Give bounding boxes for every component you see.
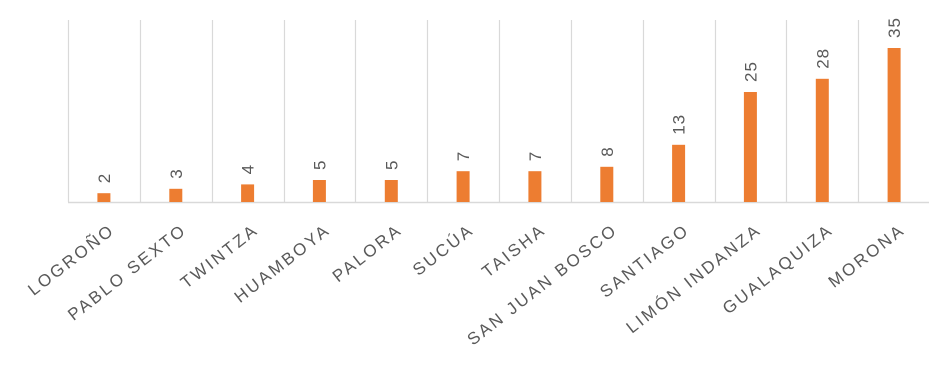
data-label-10: 28 xyxy=(813,48,832,69)
x-tick-label-5: SUCÚA xyxy=(409,220,477,279)
bar-2 xyxy=(241,184,255,202)
data-label-3: 5 xyxy=(310,160,329,170)
data-label-6: 7 xyxy=(526,151,545,161)
data-label-0: 2 xyxy=(95,173,114,183)
bar-0 xyxy=(97,193,111,202)
x-tick-label-6: TAISHA xyxy=(478,220,549,281)
bars xyxy=(97,48,901,202)
data-label-2: 4 xyxy=(239,164,258,174)
bar-6 xyxy=(528,171,542,202)
data-label-7: 8 xyxy=(598,146,617,156)
grid-lines xyxy=(67,20,929,204)
bar-1 xyxy=(169,188,183,202)
data-labels: 2 3 4 5 5 7 7 8 13 25 28 35 xyxy=(95,17,904,183)
x-tick-label-1: PABLO SEXTO xyxy=(64,220,190,324)
data-label-11: 35 xyxy=(885,17,904,38)
data-label-1: 3 xyxy=(167,168,186,178)
data-label-4: 5 xyxy=(382,160,401,170)
x-tick-label-11: MORONA xyxy=(825,220,909,291)
bar-5 xyxy=(456,171,470,202)
bar-7 xyxy=(600,166,614,202)
x-tick-label-4: PALORA xyxy=(329,220,406,286)
bar-11 xyxy=(887,48,901,202)
bar-8 xyxy=(672,144,686,202)
data-label-5: 7 xyxy=(454,151,473,161)
bar-3 xyxy=(312,180,326,202)
bar-9 xyxy=(743,92,757,202)
x-tick-label-9: LIMÓN INDANZA xyxy=(623,220,765,337)
bar-4 xyxy=(384,180,398,202)
bar-10 xyxy=(815,78,829,202)
data-label-8: 13 xyxy=(670,114,689,135)
data-label-9: 25 xyxy=(741,61,760,82)
